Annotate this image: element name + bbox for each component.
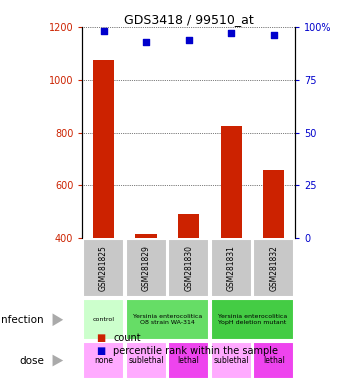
Text: dose: dose xyxy=(19,356,44,366)
Bar xyxy=(253,342,294,379)
Text: control: control xyxy=(93,317,115,322)
Text: none: none xyxy=(94,356,113,365)
Text: lethal: lethal xyxy=(178,356,200,365)
Bar xyxy=(211,300,294,340)
Bar xyxy=(221,126,242,238)
Bar xyxy=(126,300,209,340)
Text: GSM281829: GSM281829 xyxy=(142,245,151,291)
Text: GSM281831: GSM281831 xyxy=(227,245,236,291)
Bar xyxy=(211,342,252,379)
Text: count: count xyxy=(113,333,141,343)
Text: percentile rank within the sample: percentile rank within the sample xyxy=(113,346,278,356)
Bar xyxy=(135,234,157,238)
Text: GSM281825: GSM281825 xyxy=(99,245,108,291)
Bar xyxy=(253,240,294,298)
Bar xyxy=(211,240,252,298)
Bar xyxy=(83,300,124,340)
Point xyxy=(143,39,149,45)
Text: ■: ■ xyxy=(96,333,105,343)
Title: GDS3418 / 99510_at: GDS3418 / 99510_at xyxy=(124,13,253,26)
Text: GSM281832: GSM281832 xyxy=(269,245,278,291)
Bar xyxy=(178,215,199,238)
Text: Yersinia enterocolitica
O8 strain WA-314: Yersinia enterocolitica O8 strain WA-314 xyxy=(133,314,202,325)
Point xyxy=(271,32,276,38)
Text: ■: ■ xyxy=(96,346,105,356)
Text: sublethal: sublethal xyxy=(128,356,164,365)
Bar xyxy=(93,60,114,238)
Bar xyxy=(126,342,167,379)
Point xyxy=(186,36,191,43)
Bar xyxy=(83,342,124,379)
Point xyxy=(101,28,106,34)
Polygon shape xyxy=(52,313,63,326)
Text: sublethal: sublethal xyxy=(213,356,249,365)
Text: Yersinia enterocolitica
YopH deletion mutant: Yersinia enterocolitica YopH deletion mu… xyxy=(218,314,287,325)
Bar xyxy=(168,342,209,379)
Text: infection: infection xyxy=(0,315,44,325)
Text: GSM281830: GSM281830 xyxy=(184,245,193,291)
Bar xyxy=(83,240,124,298)
Bar xyxy=(168,240,209,298)
Bar xyxy=(126,240,167,298)
Polygon shape xyxy=(52,355,63,366)
Point xyxy=(228,30,234,36)
Bar xyxy=(263,170,284,238)
Text: lethal: lethal xyxy=(263,356,285,365)
